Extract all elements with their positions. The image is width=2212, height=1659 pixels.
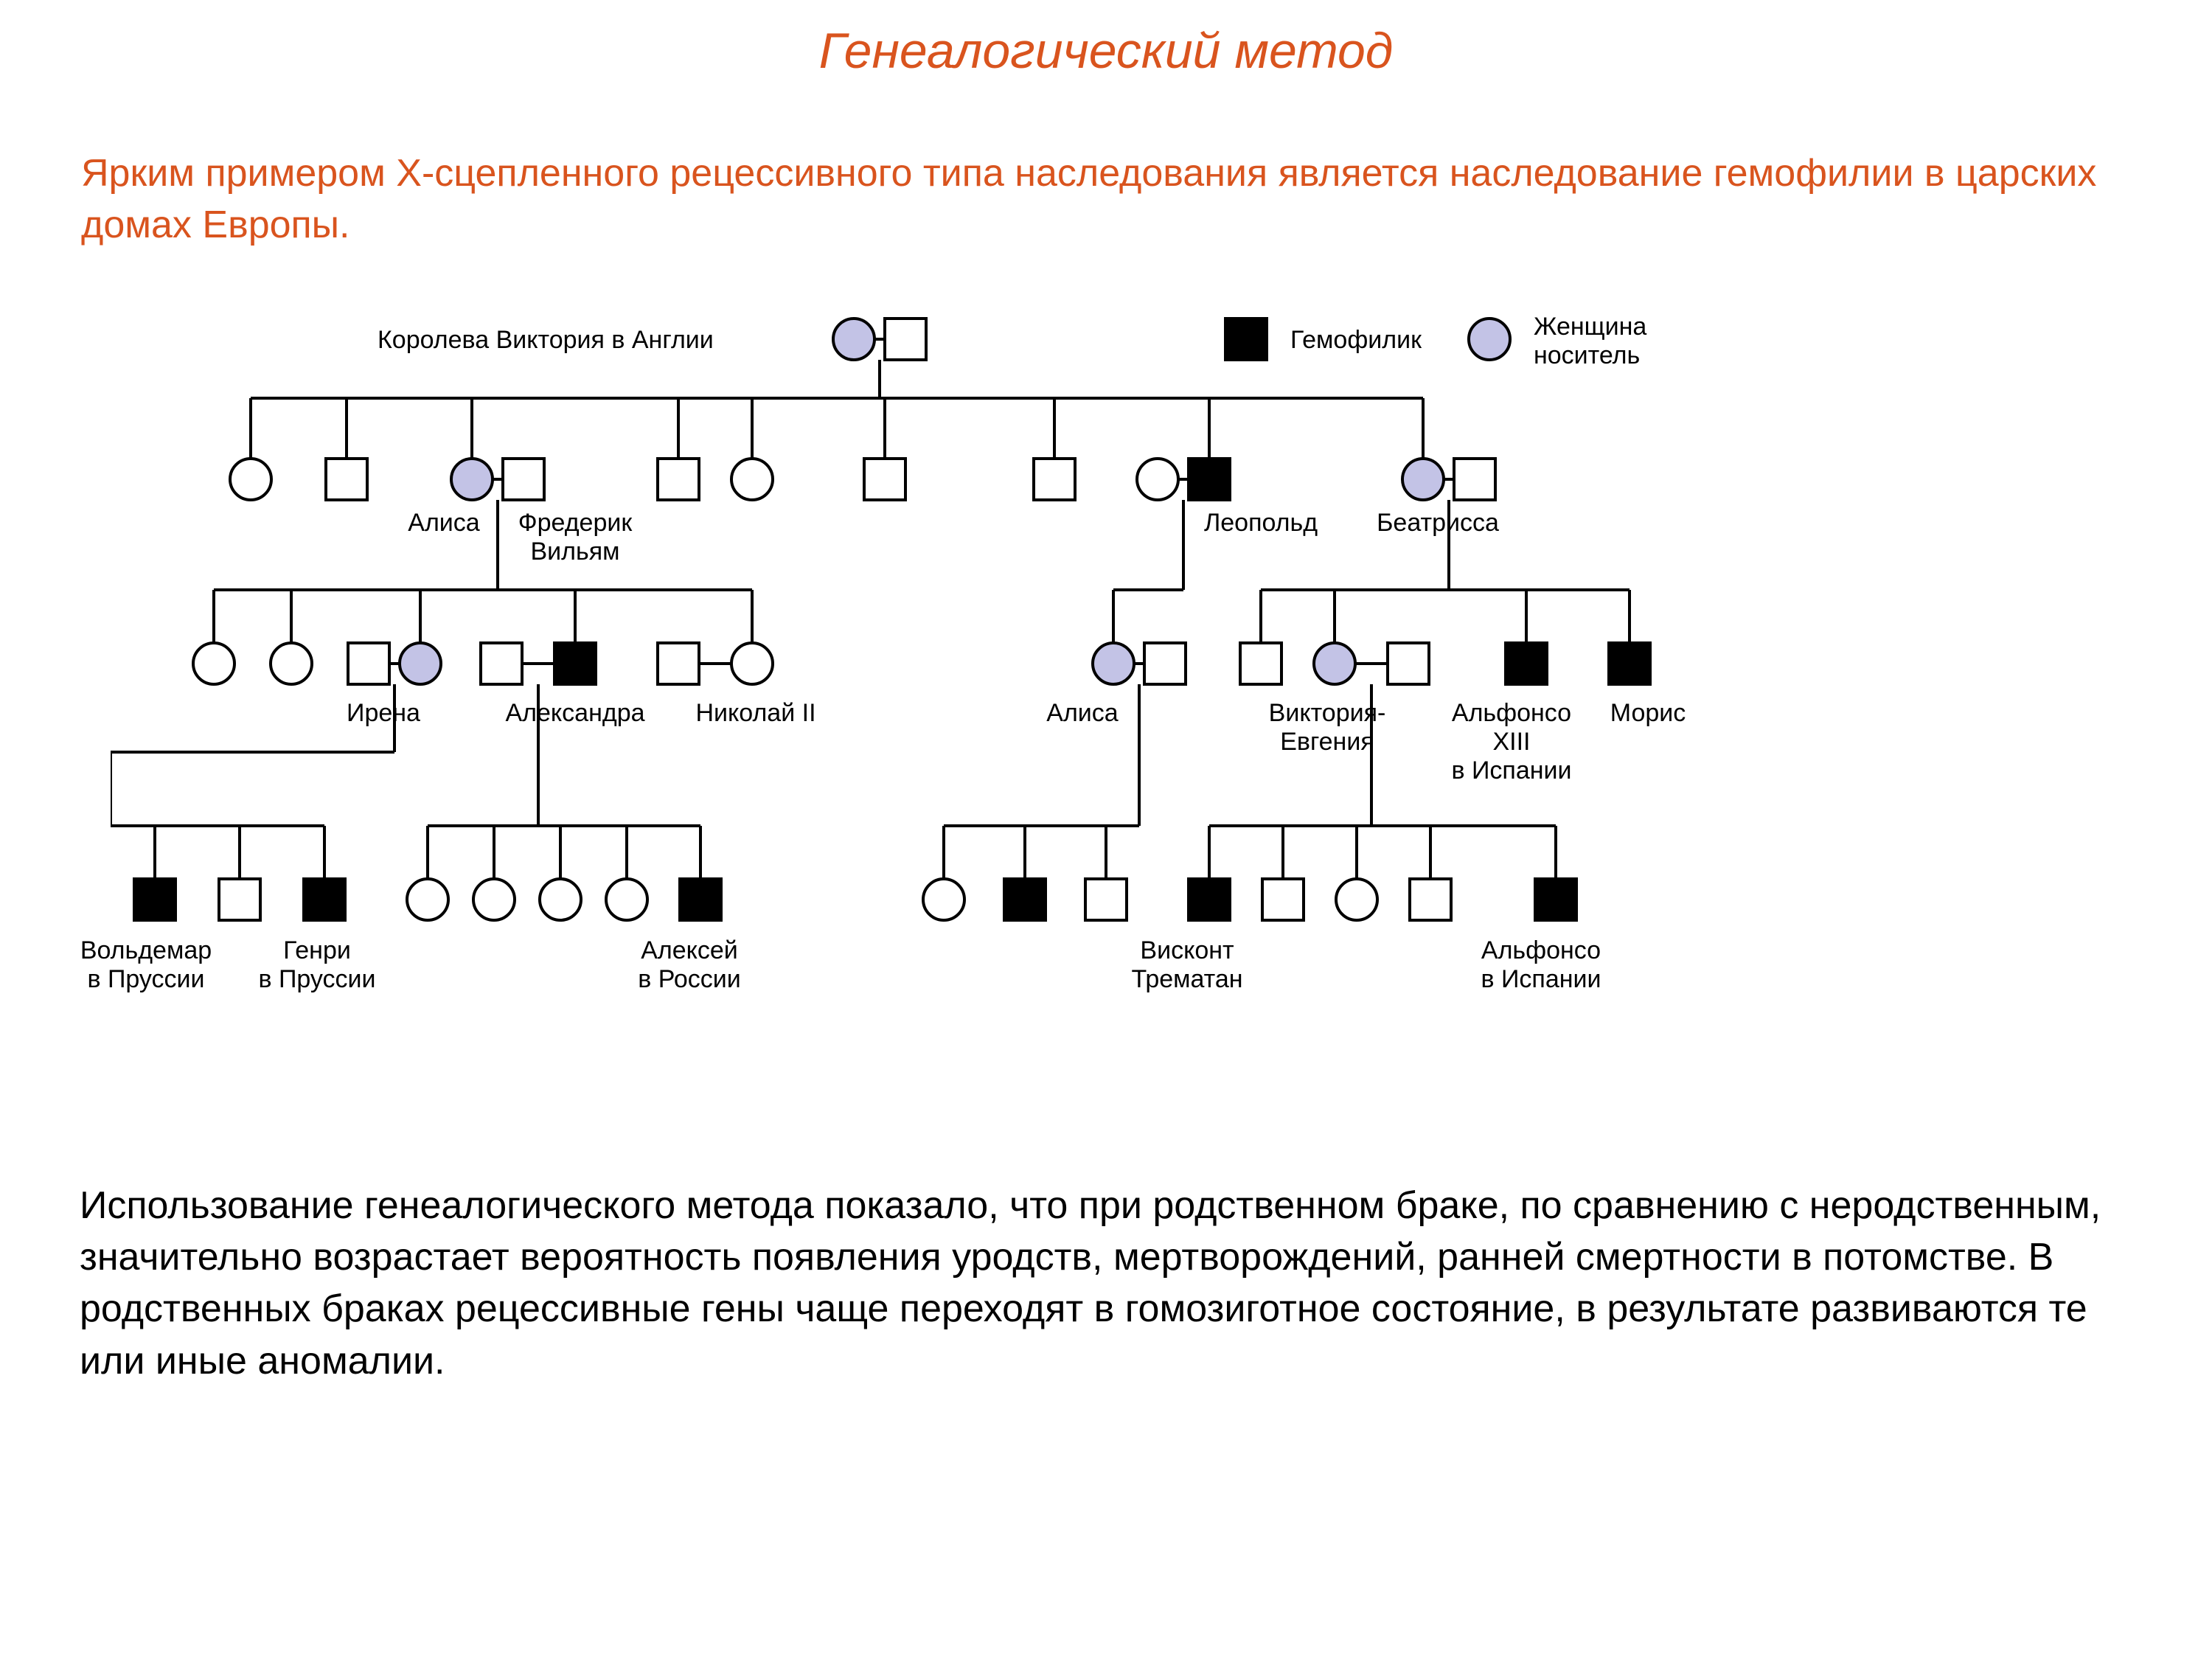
pedigree-label: Алиса: [408, 509, 479, 538]
pedigree-label: Николай II: [695, 699, 815, 728]
pedigree-label: Фредерик Вильям: [518, 509, 632, 566]
pedigree-label: Женщина носитель: [1534, 313, 1646, 370]
pedigree-label: Вольдемар в Пруссии: [80, 936, 212, 994]
pedigree-label: Альфонсо XIII в Испании: [1451, 699, 1571, 785]
pedigree-label: Беатрисса: [1377, 509, 1499, 538]
page-title: Генеалогический метод: [549, 22, 1663, 80]
pedigree-diagram: Королева Виктория в Англии Гемофилик Женщи…: [111, 295, 2101, 1158]
pedigree-labels: Королева Виктория в Англии Гемофилик Женщи…: [111, 295, 2101, 1158]
body-paragraph: Использование генеалогического метода по…: [80, 1180, 2115, 1387]
pedigree-label: Висконт Трематан: [1131, 936, 1242, 994]
pedigree-label: Морис: [1610, 699, 1686, 728]
pedigree-label: Генри в Пруссии: [258, 936, 375, 994]
pedigree-label: Королева Виктория в Англии: [378, 326, 714, 355]
pedigree-label: Алиса: [1046, 699, 1118, 728]
pedigree-label: Альфонсо в Испании: [1481, 936, 1601, 994]
pedigree-label: Александра: [505, 699, 644, 728]
pedigree-label: Леопольд: [1204, 509, 1318, 538]
pedigree-label: Ирена: [347, 699, 420, 728]
pedigree-label: Алексей в России: [638, 936, 741, 994]
pedigree-label: Гемофилик: [1290, 326, 1422, 355]
pedigree-label: Виктория- Евгения: [1269, 699, 1386, 757]
subtitle-text: Ярким примером Х-сцепленного рецессивног…: [81, 147, 2101, 251]
